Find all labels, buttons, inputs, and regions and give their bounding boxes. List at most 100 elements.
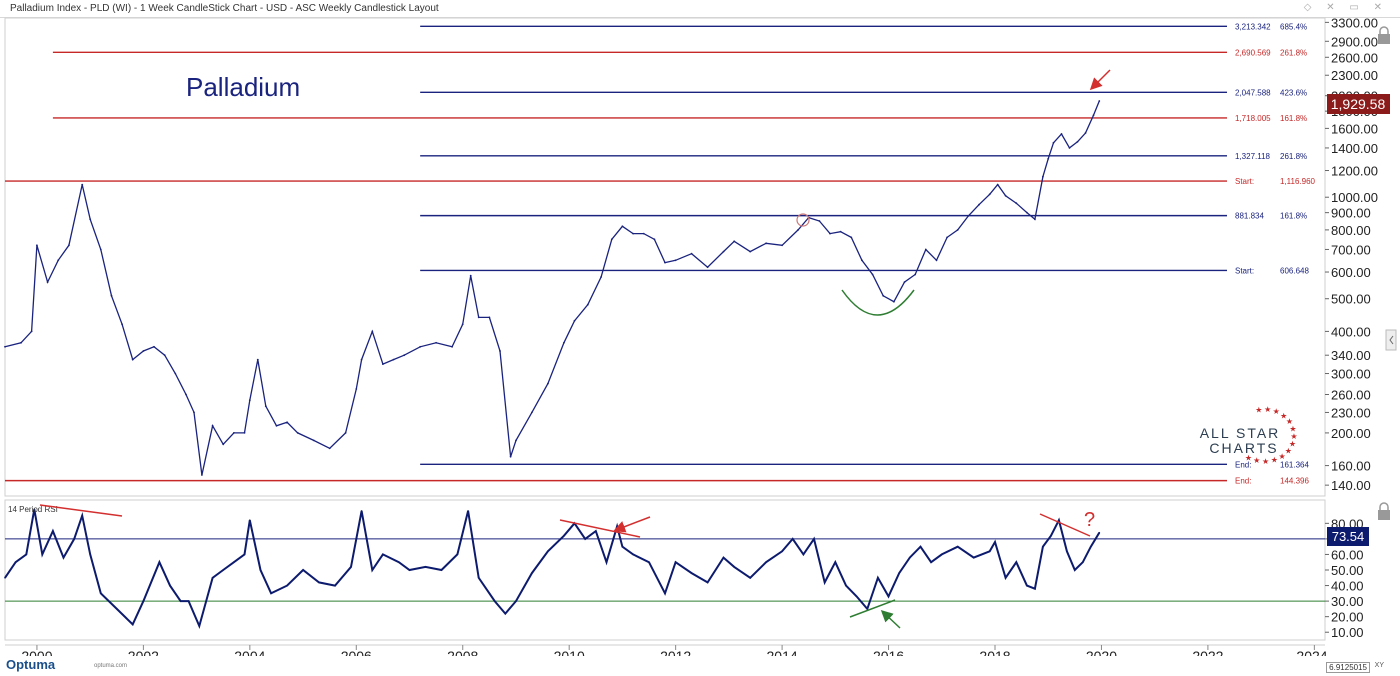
price-point-24 xyxy=(248,399,251,402)
rsi-point-12 xyxy=(131,623,134,626)
rsi-point-27 xyxy=(302,569,304,571)
rsi-point-71 xyxy=(866,608,869,610)
price-point-19 xyxy=(201,474,203,476)
rsi-last-badge xyxy=(1327,527,1369,546)
price-point-79 xyxy=(903,281,906,283)
footer-bar: Optuma optuma.com 6.9125015 XY xyxy=(0,656,1400,676)
price-series xyxy=(4,100,1101,476)
rsi-point-19 xyxy=(211,577,214,579)
price-point-7 xyxy=(81,183,84,186)
rsi-point-54 xyxy=(648,561,650,563)
cursor-readout: 6.9125015 xyxy=(1326,662,1370,673)
y-tick-label-21: 160.00 xyxy=(1331,459,1371,474)
rsi-point-14 xyxy=(158,561,161,563)
rsi-point-23 xyxy=(249,519,251,521)
level-price-label-6: 881.834 xyxy=(1235,212,1264,221)
price-point-46 xyxy=(499,350,501,352)
price-point-16 xyxy=(174,372,177,375)
level-pct-label-1: 261.8% xyxy=(1280,48,1307,57)
price-point-55 xyxy=(610,238,613,241)
rsi-point-61 xyxy=(749,577,751,579)
last-price-label: 1,929.58 xyxy=(1331,96,1386,112)
watermark-star-1: ★ xyxy=(1264,405,1271,414)
level-pct-label-4: 261.8% xyxy=(1280,152,1307,161)
price-point-40 xyxy=(435,341,437,344)
rsi-point-73 xyxy=(887,595,890,598)
price-point-20 xyxy=(211,424,214,427)
price-point-90 xyxy=(1015,202,1018,205)
price-point-48 xyxy=(515,439,517,442)
price-y-axis: 3300.002900.002600.002300.002000.001800.… xyxy=(1325,15,1378,493)
price-point-84 xyxy=(956,229,959,231)
y-tick-label-18: 260.00 xyxy=(1331,387,1371,402)
rsi-lock-icon[interactable] xyxy=(1378,502,1390,520)
price-point-71 xyxy=(818,220,821,222)
rsi-point-57 xyxy=(690,572,693,574)
price-point-39 xyxy=(419,345,422,348)
rsi-point-85 xyxy=(1026,584,1028,587)
rsi-point-94 xyxy=(1098,531,1101,534)
price-point-1 xyxy=(20,341,22,344)
price-point-44 xyxy=(477,316,480,319)
price-point-57 xyxy=(632,232,634,235)
rsi-point-90 xyxy=(1066,550,1068,553)
rsi-point-92 xyxy=(1082,561,1084,563)
rsi-point-18 xyxy=(198,625,201,627)
rsi-point-11 xyxy=(116,608,118,610)
price-panel-frame xyxy=(4,17,1326,497)
chart-instrument-title: Palladium Index - PLD (WI) - 1 Week Cand… xyxy=(10,3,439,14)
watermark-star-3: ★ xyxy=(1280,411,1287,420)
window-controls[interactable]: ◇ ✕ ▭ ✕ xyxy=(1303,2,1388,13)
rsi-point-37 xyxy=(440,569,443,571)
xy-toggle[interactable]: XY xyxy=(1374,662,1384,669)
rsi-point-63 xyxy=(781,550,783,553)
price-point-63 xyxy=(706,266,709,269)
rsi-point-74 xyxy=(898,572,900,574)
rsi-arrow-2016 xyxy=(880,609,901,629)
time-x-axis: 2000 2002 2004 2006 2008 2010 2012 2014 2016 2018… xyxy=(21,645,1328,656)
price-lock-icon[interactable] xyxy=(1378,26,1390,44)
question-mark-annotation: ? xyxy=(1084,509,1095,531)
rsi-point-83 xyxy=(1004,577,1007,579)
watermark-star-12: ★ xyxy=(1253,456,1260,465)
price-point-25 xyxy=(256,358,259,361)
x-tick-label-10: 2020 xyxy=(1086,648,1117,656)
level-price-label-8: End: xyxy=(1235,460,1251,469)
rsi-point-34 xyxy=(398,561,400,563)
rsi-point-53 xyxy=(632,553,634,556)
price-point-42 xyxy=(461,323,464,326)
price-point-93 xyxy=(1042,175,1044,178)
price-point-67 xyxy=(765,242,767,245)
price-point-52 xyxy=(573,319,576,322)
price-point-60 xyxy=(664,261,666,264)
rsi-arrow-2010 xyxy=(613,516,651,533)
rsi-point-22 xyxy=(243,553,246,556)
price-point-14 xyxy=(153,345,155,348)
price-point-33 xyxy=(355,388,358,390)
rsi-point-6 xyxy=(62,556,65,559)
rsi-label: 14 Period RSI xyxy=(8,505,58,514)
rsi-point-25 xyxy=(270,592,272,595)
price-point-10 xyxy=(110,294,113,297)
price-point-9 xyxy=(99,248,102,251)
watermark-star-2: ★ xyxy=(1273,407,1280,416)
scroll-left-icon[interactable] xyxy=(1385,329,1397,351)
price-point-69 xyxy=(797,229,799,231)
watermark-line1: ALL STAR xyxy=(1200,425,1281,441)
optuma-logo: Optuma xyxy=(6,657,56,672)
rsi-point-41 xyxy=(493,600,496,602)
price-point-92 xyxy=(1034,218,1036,221)
y-tick-label-11: 800.00 xyxy=(1331,223,1371,238)
price-point-95 xyxy=(1052,141,1055,144)
rsi-point-50 xyxy=(605,561,608,563)
price-point-28 xyxy=(286,421,288,424)
price-point-26 xyxy=(264,405,267,408)
price-point-68 xyxy=(781,244,783,247)
rsi-point-10 xyxy=(100,592,102,595)
price-point-66 xyxy=(749,250,752,253)
rsi-tick-label-6: 20.00 xyxy=(1331,610,1364,625)
price-point-31 xyxy=(328,447,331,450)
price-point-18 xyxy=(193,411,195,414)
watermark-star-11: ★ xyxy=(1262,457,1269,466)
rsi-point-29 xyxy=(334,584,336,587)
